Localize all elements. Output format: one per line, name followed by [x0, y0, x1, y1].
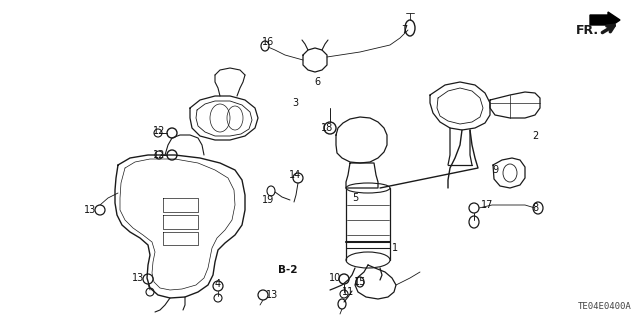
Text: 12: 12	[153, 150, 165, 160]
Text: 6: 6	[314, 77, 320, 87]
Text: B-2: B-2	[278, 265, 298, 275]
Text: 16: 16	[262, 37, 274, 47]
Text: 13: 13	[266, 290, 278, 300]
Text: 10: 10	[329, 273, 341, 283]
Text: 5: 5	[352, 193, 358, 203]
Text: 7: 7	[401, 25, 407, 35]
Text: 14: 14	[289, 170, 301, 180]
Text: 9: 9	[492, 165, 498, 175]
Text: 1: 1	[392, 243, 398, 253]
Text: TE04E0400A: TE04E0400A	[579, 302, 632, 311]
Text: 4: 4	[215, 279, 221, 289]
Text: 18: 18	[321, 123, 333, 133]
Text: 3: 3	[292, 98, 298, 108]
Text: 19: 19	[262, 195, 274, 205]
Text: 2: 2	[532, 131, 538, 141]
Polygon shape	[590, 12, 620, 28]
Text: 17: 17	[481, 200, 493, 210]
Text: 15: 15	[354, 277, 366, 287]
Text: FR.: FR.	[576, 24, 599, 36]
Text: 8: 8	[532, 203, 538, 213]
Text: 11: 11	[342, 287, 354, 297]
Text: 13: 13	[84, 205, 96, 215]
Text: 12: 12	[153, 126, 165, 136]
Text: 13: 13	[132, 273, 144, 283]
